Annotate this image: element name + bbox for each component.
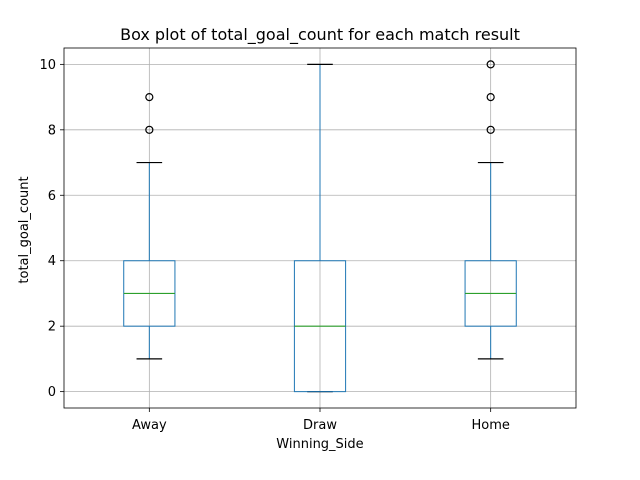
y-tick-label: 8 [48,123,56,138]
y-tick-label: 6 [48,189,56,204]
x-tick-label: Draw [303,418,337,433]
boxes-layer [123,60,517,393]
y-tick-label: 10 [39,58,56,73]
chart-title: Box plot of total_goal_count for each ma… [120,25,520,45]
x-axis-label: Winning_Side [276,437,363,452]
box-group [123,92,176,360]
outlier-point [145,125,154,134]
x-tick-label: Home [471,418,509,433]
y-axis-label: total_goal_count [17,176,32,283]
y-axis-ticks: 0 2 4 6 8 10 [39,58,64,400]
outlier-point [486,92,495,102]
outlier-point [486,125,495,134]
outlier-point [486,60,495,69]
box-group [293,63,347,393]
outlier-point [145,92,154,102]
x-tick-label: Away [132,418,167,433]
box-group [464,60,517,360]
y-tick-label: 0 [48,385,56,400]
y-tick-label: 2 [48,320,56,335]
x-axis-ticks: Away Draw Home [132,408,510,433]
y-tick-label: 4 [48,254,56,269]
